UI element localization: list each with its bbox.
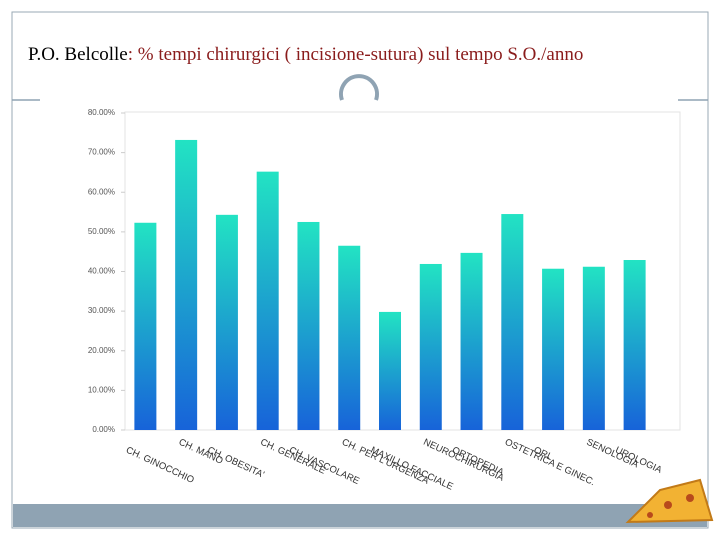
slide-border [11,11,709,529]
y-tick-label: 40.00% [88,267,115,276]
y-tick-label: 20.00% [88,346,115,355]
bar [338,245,361,430]
y-tick-label: 0.00% [92,425,115,434]
title-part: : % tempi chirurgici ( incisione-sutura)… [128,44,584,65]
bar [460,252,483,430]
bar [419,263,442,430]
bar [379,311,401,430]
bar [175,139,198,430]
title-part: P.O. Belcolle [28,44,128,65]
y-tick-label: 60.00% [88,187,115,196]
bar [501,214,524,430]
title: P.O. Belcolle: % tempi chirurgici ( inci… [28,44,583,65]
bar [542,268,565,430]
bar [134,222,157,430]
y-tick-label: 70.00% [88,148,115,157]
y-tick-label: 30.00% [88,306,115,315]
footer-band [13,504,707,527]
y-tick-label: 50.00% [88,227,115,236]
x-tick-label: OSTETRICA E GINEC. [503,437,597,488]
bar [582,266,605,430]
y-tick-label: 80.00% [88,108,115,117]
bar [256,171,279,430]
pizza-decoration [625,478,714,524]
plot: 0.00% 10.00% 20.00% 30.00% 40.00% 50.00% 60.00… [88,108,664,493]
bar [623,260,646,430]
x-tick-label: CH. GINOCCHIO [124,445,196,486]
ornament [339,74,379,101]
bar [215,214,238,430]
y-tick-label: 10.00% [88,385,115,394]
bar [297,221,320,430]
